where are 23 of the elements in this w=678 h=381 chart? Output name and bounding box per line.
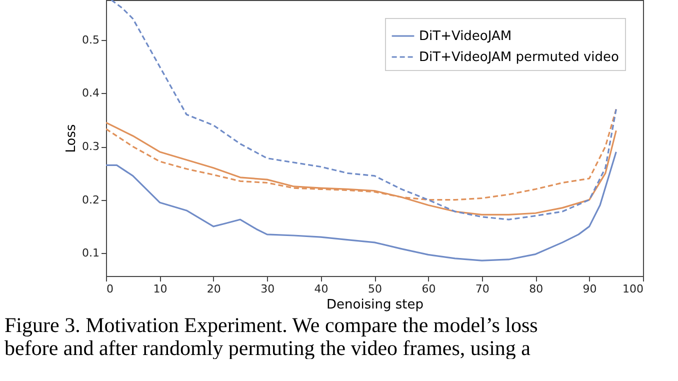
x-tick-label: 90 xyxy=(582,282,597,296)
x-tick-label: 30 xyxy=(260,282,275,296)
line-series xyxy=(110,0,617,220)
x-tick-label: 0 xyxy=(106,282,114,296)
x-tick-label: 100 xyxy=(622,282,644,296)
x-tick-label: 70 xyxy=(475,282,490,296)
x-tick-label: 50 xyxy=(368,282,382,296)
x-tick-label: 60 xyxy=(422,282,436,296)
y-tick-label: 0.4 xyxy=(82,86,100,100)
x-tick-label: 40 xyxy=(314,282,328,296)
x-tick-label: 80 xyxy=(529,282,544,296)
y-tick-label: 0.1 xyxy=(82,246,100,260)
x-tick-label: 10 xyxy=(153,282,168,296)
y-tick-label: 0.2 xyxy=(82,193,100,206)
x-tick-label: 20 xyxy=(206,282,221,296)
y-axis-title: Loss xyxy=(64,124,80,153)
y-tick-label: 0.5 xyxy=(82,33,100,46)
legend-label: DiT+VideoJAM xyxy=(419,29,512,44)
y-tick-label: 0.3 xyxy=(82,140,100,154)
caption: Figure 3. Motivation Experiment. We compare the model’s loss xyxy=(4,313,538,337)
line-series xyxy=(106,151,617,262)
legend-label: DiT+VideoJAM permuted video xyxy=(419,50,620,65)
x-axis-title: Denoising step xyxy=(326,298,424,312)
